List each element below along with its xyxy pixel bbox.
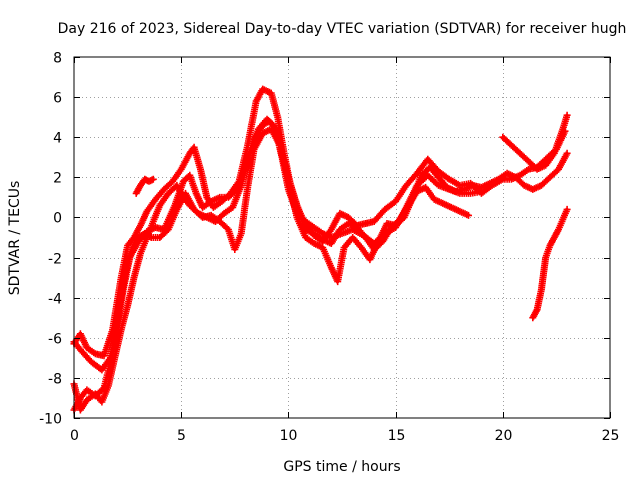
y-tick-label: 0 [53,211,62,227]
series-line [72,117,470,412]
y-tick-label: -6 [48,332,62,348]
data-series-track-2 [70,85,569,360]
data-series-track-7 [132,175,157,197]
series-line [72,87,567,358]
data-point-marker [563,205,571,213]
data-series-track-4 [70,125,571,414]
y-tick-label: 6 [53,91,62,107]
series-layer [70,85,571,414]
y-axis-label: SDTVAR / TECUs [7,181,23,296]
x-tick-label: 5 [177,428,186,444]
x-tick-label: 0 [70,428,79,444]
y-tick-label: 2 [53,171,62,187]
chart-title: Day 216 of 2023, Sidereal Day-to-day VTE… [58,21,627,37]
plot-frame [73,56,611,419]
data-series-track-6 [529,205,571,322]
data-point-marker [563,149,571,157]
x-tick-label: 10 [280,428,298,444]
tick-layer: 0 5 10 15 20 25 -10 -8 -6 -4 -2 0 2 4 6 8 [39,51,619,445]
data-series-track-5 [499,111,571,173]
data-point-marker [149,175,157,183]
y-tick-label: -8 [48,372,62,388]
x-tick-label: 25 [602,428,620,444]
data-point-marker [563,111,571,119]
x-axis-label: GPS time / hours [283,459,400,475]
y-tick-label: -2 [48,252,62,268]
x-tick-label: 15 [388,428,406,444]
data-point-marker [465,211,472,219]
y-tick-label: -10 [39,412,62,428]
y-tick-label: -4 [48,292,62,308]
y-tick-label: 8 [53,51,62,67]
y-tick-label: 4 [53,131,62,147]
x-tick-label: 20 [495,428,513,444]
series-line [72,127,569,412]
